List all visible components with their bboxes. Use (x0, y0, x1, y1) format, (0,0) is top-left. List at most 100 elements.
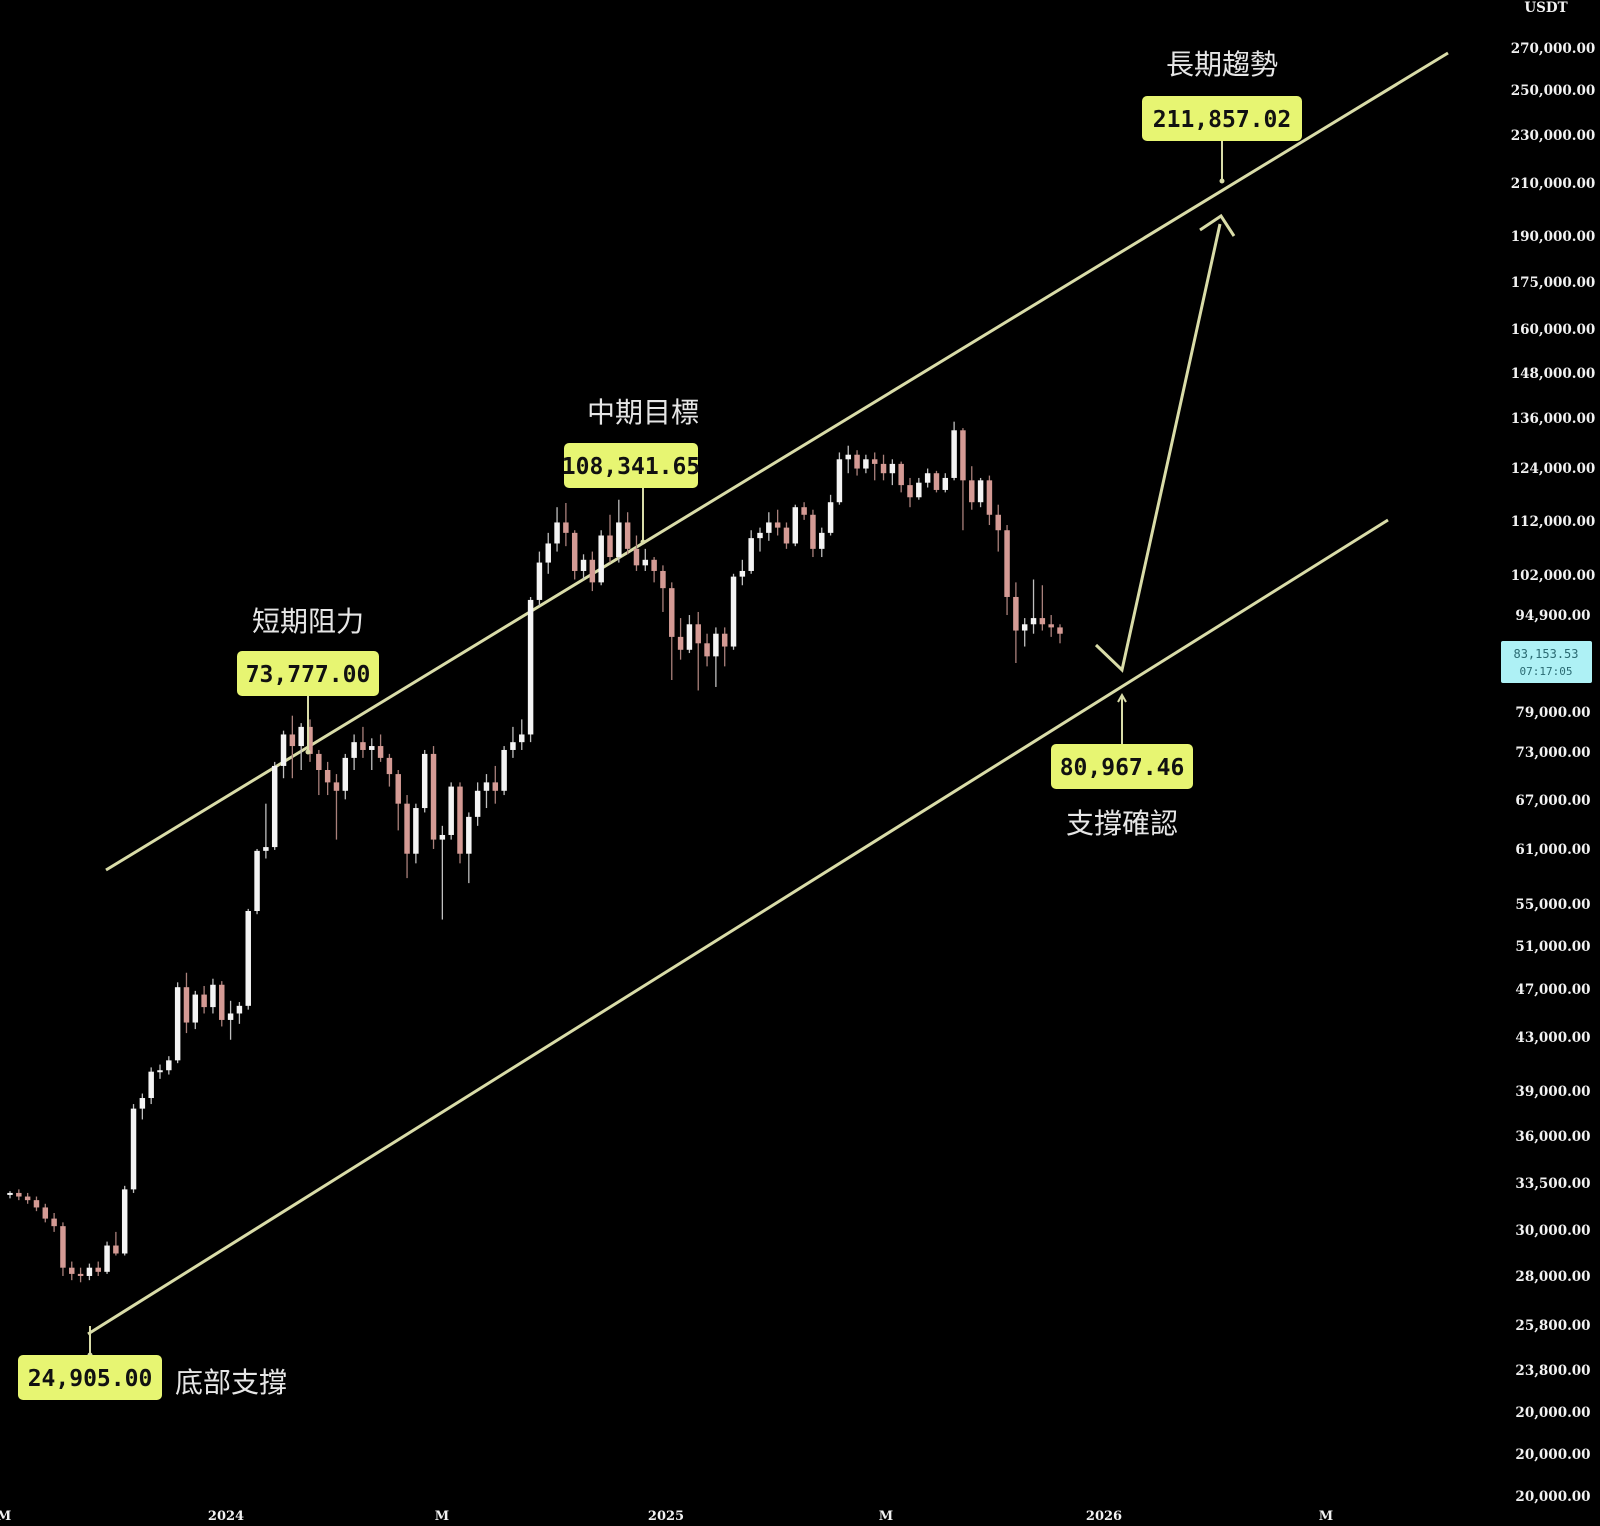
candle (827, 494, 834, 536)
channel-lower-line (87, 518, 1389, 1336)
candle (774, 509, 781, 536)
candle-body (104, 1245, 110, 1272)
candle-body (236, 1005, 243, 1014)
candle-body (24, 1196, 31, 1201)
candle (986, 475, 993, 526)
candle (871, 452, 878, 481)
candle (413, 803, 419, 864)
candle (704, 633, 710, 667)
candle-body (580, 559, 587, 571)
annotation-short-term-resistance: 73,777.00 短期阻力 (237, 605, 379, 755)
candle-body (836, 459, 843, 503)
annotation-value: 24,905.00 (28, 1366, 153, 1392)
candle (86, 1263, 93, 1281)
y-tick-label: 148,000.00 (1511, 366, 1596, 382)
y-tick-label: 94,900.00 (1515, 608, 1590, 624)
candle-body (369, 746, 375, 750)
candle (263, 803, 269, 859)
candle-body (192, 994, 199, 1023)
candle-body (554, 522, 560, 544)
candle (369, 738, 375, 770)
annotation-label: 長期趨勢 (1166, 48, 1278, 81)
candle-body (271, 765, 278, 848)
candle-body (951, 430, 957, 478)
candle-body (174, 987, 181, 1061)
y-tick-label: 55,000.00 (1515, 897, 1590, 913)
candle (748, 530, 754, 574)
candle (642, 548, 649, 571)
annotation-dot (305, 749, 311, 755)
candle-body (183, 987, 190, 1023)
y-tick-label: 79,000.00 (1515, 705, 1590, 721)
candle-body (316, 753, 322, 770)
candle-body (598, 535, 604, 583)
candle-body (774, 522, 781, 528)
candle-body (386, 757, 393, 775)
candle-body (1021, 624, 1028, 631)
candle (33, 1196, 40, 1212)
candle (960, 428, 966, 531)
y-axis-unit: USDT (1524, 0, 1567, 16)
x-tick-label: M (879, 1509, 893, 1524)
candle (148, 1067, 154, 1105)
candle (24, 1192, 31, 1204)
candle-body (633, 548, 640, 566)
candle (1004, 525, 1010, 616)
candle (121, 1185, 128, 1256)
candle-body (1030, 618, 1037, 625)
candle-body (360, 742, 366, 750)
candle (130, 1104, 137, 1193)
candle-body (501, 749, 507, 791)
candle-body (1057, 627, 1063, 634)
candle (157, 1064, 163, 1079)
candle (924, 468, 931, 488)
candle-body (1004, 530, 1010, 597)
candle (457, 782, 463, 864)
candle (1048, 615, 1054, 637)
candle-body (42, 1207, 49, 1219)
candle-body (563, 522, 569, 533)
channel-lines (87, 51, 1449, 1336)
y-tick-label: 210,000.00 (1511, 176, 1596, 192)
candle (766, 512, 772, 541)
y-tick-label: 270,000.00 (1511, 41, 1596, 57)
y-tick-label: 230,000.00 (1511, 128, 1596, 144)
y-tick-label: 250,000.00 (1511, 83, 1596, 99)
candle-body (210, 984, 216, 1008)
candle (730, 573, 737, 650)
candle-body (766, 522, 772, 533)
annotation-value: 80,967.46 (1060, 755, 1185, 781)
annotation-arrowhead (1117, 692, 1127, 703)
candle (307, 719, 313, 762)
candle-body (492, 782, 499, 791)
y-tick-label: 23,800.00 (1515, 1363, 1590, 1379)
candle (554, 507, 560, 552)
candle (721, 627, 728, 667)
candle (271, 761, 278, 850)
candle (571, 530, 578, 580)
candle (7, 1191, 13, 1199)
candle (819, 527, 825, 558)
candle (254, 848, 260, 915)
annotation-dot (1219, 178, 1225, 184)
y-tick-label: 25,800.00 (1515, 1318, 1590, 1334)
annotation-value-box (18, 1355, 162, 1400)
candle (439, 825, 446, 920)
candle (448, 782, 454, 840)
candle-body (69, 1267, 75, 1274)
candle-body (898, 463, 904, 486)
candle (139, 1093, 146, 1120)
candle (589, 551, 596, 592)
candle (889, 459, 896, 486)
candle (677, 618, 684, 660)
candle (845, 445, 851, 474)
y-tick-label: 30,000.00 (1515, 1223, 1590, 1239)
candle-body (933, 473, 940, 490)
candle-body (677, 636, 684, 650)
candle-body (624, 522, 631, 549)
candle-body (571, 532, 578, 571)
y-tick-label: 102,000.00 (1511, 568, 1596, 584)
candle (360, 726, 366, 758)
candle-body (33, 1200, 40, 1208)
candle-body (704, 643, 710, 657)
